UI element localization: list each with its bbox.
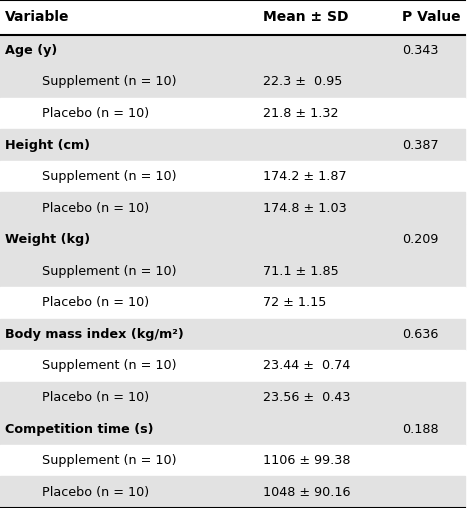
- Bar: [0, 445, 465, 477]
- Text: Body mass index (kg/m²): Body mass index (kg/m²): [5, 328, 183, 341]
- Text: Supplement (n = 10): Supplement (n = 10): [42, 265, 176, 278]
- Text: P Value: P Value: [402, 10, 461, 24]
- Text: Supplement (n = 10): Supplement (n = 10): [42, 360, 176, 372]
- Bar: [0, 35, 465, 66]
- Text: Supplement (n = 10): Supplement (n = 10): [42, 75, 176, 88]
- Text: Placebo (n = 10): Placebo (n = 10): [42, 391, 149, 404]
- Bar: [0, 414, 465, 445]
- Bar: [0, 224, 465, 256]
- Text: 1048 ± 90.16: 1048 ± 90.16: [263, 486, 350, 499]
- Text: 0.343: 0.343: [402, 44, 439, 57]
- Text: Variable: Variable: [5, 10, 69, 24]
- Text: Placebo (n = 10): Placebo (n = 10): [42, 107, 149, 120]
- Bar: [0, 319, 465, 350]
- Text: 21.8 ± 1.32: 21.8 ± 1.32: [263, 107, 338, 120]
- Text: Supplement (n = 10): Supplement (n = 10): [42, 454, 176, 467]
- Text: 0.636: 0.636: [402, 328, 438, 341]
- Text: Height (cm): Height (cm): [5, 139, 90, 151]
- Text: 0.387: 0.387: [402, 139, 439, 151]
- Text: 23.44 ±  0.74: 23.44 ± 0.74: [263, 360, 350, 372]
- Text: Placebo (n = 10): Placebo (n = 10): [42, 486, 149, 499]
- Bar: [0, 256, 465, 287]
- Text: 174.8 ± 1.03: 174.8 ± 1.03: [263, 202, 346, 215]
- Text: Weight (kg): Weight (kg): [5, 233, 90, 246]
- Bar: [0, 129, 465, 161]
- Text: 0.209: 0.209: [402, 233, 438, 246]
- Text: 23.56 ±  0.43: 23.56 ± 0.43: [263, 391, 350, 404]
- Text: 22.3 ±  0.95: 22.3 ± 0.95: [263, 75, 342, 88]
- Bar: [0, 477, 465, 508]
- Text: 71.1 ± 1.85: 71.1 ± 1.85: [263, 265, 338, 278]
- Bar: [0, 287, 465, 319]
- Text: 0.188: 0.188: [402, 423, 439, 435]
- Bar: [0, 66, 465, 98]
- Text: 72 ± 1.15: 72 ± 1.15: [263, 296, 326, 309]
- Text: Placebo (n = 10): Placebo (n = 10): [42, 202, 149, 215]
- Bar: [0, 98, 465, 129]
- Bar: [0, 193, 465, 224]
- Text: Supplement (n = 10): Supplement (n = 10): [42, 170, 176, 183]
- Text: Competition time (s): Competition time (s): [5, 423, 153, 435]
- Bar: [0, 161, 465, 193]
- Text: 174.2 ± 1.87: 174.2 ± 1.87: [263, 170, 346, 183]
- Bar: [0, 0, 465, 35]
- Text: 1106 ± 99.38: 1106 ± 99.38: [263, 454, 350, 467]
- Text: Placebo (n = 10): Placebo (n = 10): [42, 296, 149, 309]
- Bar: [0, 382, 465, 414]
- Bar: [0, 350, 465, 382]
- Text: Mean ± SD: Mean ± SD: [263, 10, 348, 24]
- Text: Age (y): Age (y): [5, 44, 57, 57]
